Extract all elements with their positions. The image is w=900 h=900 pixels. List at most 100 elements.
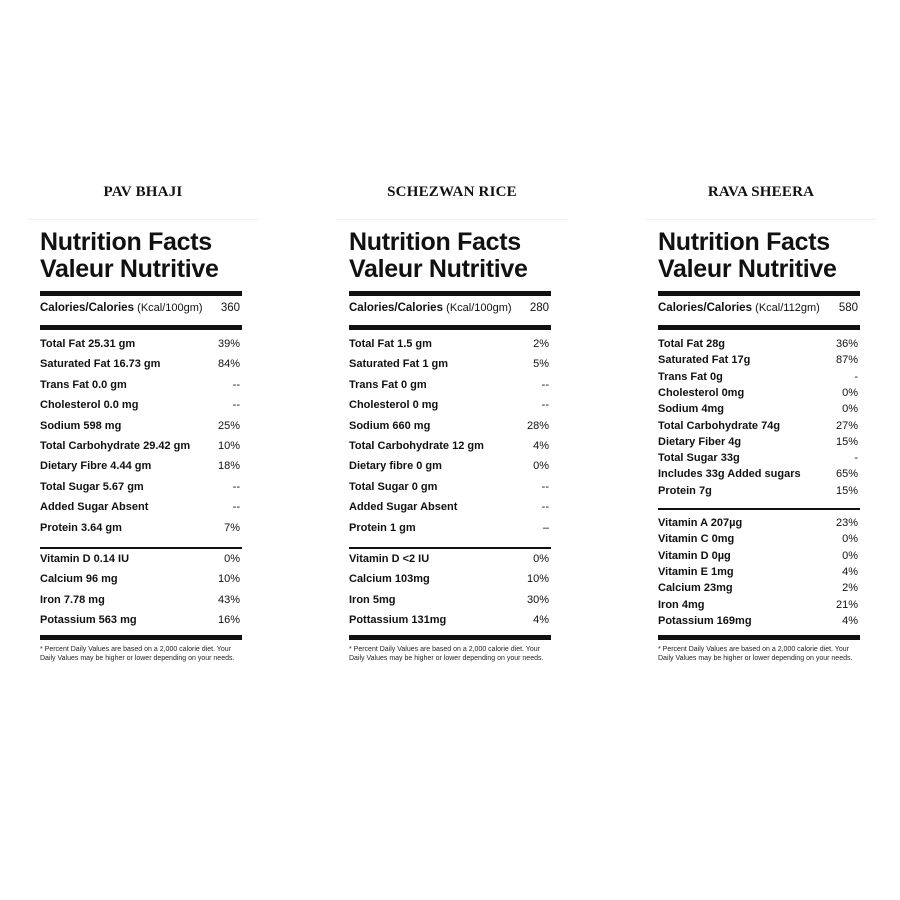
daily-value: 65% (835, 468, 858, 481)
vitamin-row: Vitamin D 0.14 IU 0% (40, 553, 242, 565)
vitamin-row: Vitamin A 207µg 23% (658, 517, 860, 529)
calories-label: Calories/Calories (40, 302, 134, 314)
calories-unit: (Kcal/112gm) (755, 302, 820, 314)
calories-row: Calories/Calories (Kcal/100gm) 280 (349, 302, 551, 314)
nutrient-name: Total Fat 1.5 gm (349, 338, 432, 350)
vitamin-name: Iron 5mg (349, 593, 396, 606)
nutrient-name: Protein 7g (658, 484, 712, 497)
divider (646, 219, 876, 220)
thin-rule (658, 508, 860, 510)
daily-value: 4% (842, 565, 858, 578)
vitamin-row: Calcium 23mg 2% (658, 582, 860, 594)
label-heading: Nutrition Facts Valeur Nutritive (658, 229, 837, 283)
daily-value: 18% (217, 460, 240, 473)
vitamin-row: Iron 4mg 21% (658, 599, 860, 611)
daily-value: 0% (842, 403, 858, 416)
daily-value: 43% (217, 593, 240, 606)
daily-value: 0% (842, 549, 858, 562)
nutrient-row: Total Fat 1.5 gm 2% (349, 338, 551, 350)
daily-value: -- (541, 399, 549, 412)
nutrient-name: Total Carbohydrate 29.42 gm (40, 440, 191, 452)
vitamin-name: Calcium 103mg (349, 573, 430, 586)
nutrient-name: Trans Fat 0.0 gm (40, 378, 127, 391)
nutrient-row: Trans Fat 0 gm -- (349, 379, 551, 391)
nutrient-name: Cholesterol 0mg (658, 386, 745, 399)
vitamin-row: Vitamin D 0µg 0% (658, 550, 860, 562)
nutrient-name: Sodium 660 mg (349, 419, 431, 432)
nutrient-row: Protein 7g 15% (658, 485, 860, 497)
nutrient-row: Saturated Fat 1 gm 5% (349, 358, 551, 370)
nutrient-row: Trans Fat 0g - (658, 371, 860, 383)
nutrient-row: Total Sugar 33g - (658, 452, 860, 464)
nutrient-name: Trans Fat 0g (658, 370, 723, 383)
nutrient-name: Total Carbohydrate 12 gm (349, 440, 484, 452)
vitamin-name: Iron 7.78 mg (40, 593, 105, 606)
vitamin-row: Pottassium 131mg 4% (349, 614, 551, 626)
daily-value: 25% (217, 419, 240, 432)
nutrition-panel: SCHEZWAN RICE Nutrition Facts Valeur Nutr… (337, 0, 567, 900)
vitamin-name: Iron 4mg (658, 598, 705, 611)
daily-value: 10% (217, 440, 240, 452)
footnote: * Percent Daily Values are based on a 2,… (349, 646, 544, 662)
nutrient-row: Protein 1 gm – (349, 522, 551, 534)
nutrient-row: Dietary Fiber 4g 15% (658, 436, 860, 448)
heading-fr: Valeur Nutritive (40, 255, 219, 283)
divider (28, 219, 258, 220)
daily-value: 30% (526, 593, 549, 606)
nutrient-name: Saturated Fat 17g (658, 354, 751, 367)
nutrient-row: Saturated Fat 17g 87% (658, 354, 860, 366)
thick-rule (658, 635, 860, 640)
daily-value: 5% (533, 358, 549, 371)
thick-rule (349, 635, 551, 640)
daily-value: 4% (533, 440, 549, 452)
daily-value: 0% (224, 553, 240, 565)
nutrient-row: Total Fat 25.31 gm 39% (40, 338, 242, 350)
daily-value: 0% (533, 460, 549, 473)
nutrient-row: Added Sugar Absent -- (349, 501, 551, 513)
daily-value: 7% (224, 521, 240, 534)
thick-rule (40, 325, 242, 330)
thick-rule (349, 325, 551, 330)
nutrition-panel: PAV BHAJI Nutrition Facts Valeur Nutritiv… (28, 0, 258, 900)
calories-label: Calories/Calories (349, 302, 443, 314)
daily-value: 16% (217, 614, 240, 627)
daily-value: 36% (835, 338, 858, 350)
label-heading: Nutrition Facts Valeur Nutritive (349, 229, 528, 283)
vitamin-name: Pottassium 131mg (349, 614, 447, 627)
heading-fr: Valeur Nutritive (349, 255, 528, 283)
daily-value: -- (232, 480, 240, 493)
vitamin-name: Vitamin A 207µg (658, 517, 743, 529)
calories-row: Calories/Calories (Kcal/100gm) 360 (40, 302, 242, 314)
nutrient-row: Sodium 4mg 0% (658, 403, 860, 415)
vitamin-row: Vitamin C 0mg 0% (658, 533, 860, 545)
nutrient-name: Includes 33g Added sugars (658, 468, 801, 481)
nutrient-name: Dietary Fibre 4.44 gm (40, 460, 152, 473)
dish-title: PAV BHAJI (103, 184, 183, 200)
vitamin-name: Vitamin D <2 IU (349, 553, 430, 565)
daily-value: – (542, 521, 549, 534)
nutrient-name: Total Carbohydrate 74g (658, 419, 781, 432)
calories-row: Calories/Calories (Kcal/112gm) 580 (658, 302, 860, 314)
daily-value: 23% (835, 517, 858, 529)
calories-label: Calories/Calories (658, 302, 752, 314)
calories-value: 580 (838, 302, 858, 314)
nutrient-row: Added Sugar Absent -- (40, 501, 242, 513)
nutrient-name: Added Sugar Absent (349, 501, 458, 514)
daily-value: -- (232, 378, 240, 391)
daily-value: 87% (835, 354, 858, 367)
nutrient-name: Total Sugar 0 gm (349, 480, 438, 493)
nutrient-row: Cholesterol 0 mg -- (349, 399, 551, 411)
nutrient-name: Cholesterol 0.0 mg (40, 399, 139, 412)
daily-value: 0% (533, 553, 549, 565)
vitamin-name: Vitamin D 0µg (658, 549, 731, 562)
daily-value: 84% (217, 358, 240, 371)
daily-value: 0% (842, 533, 858, 546)
nutrient-row: Saturated Fat 16.73 gm 84% (40, 358, 242, 370)
thick-rule (658, 291, 860, 296)
daily-value: 10% (526, 573, 549, 586)
vitamin-row: Vitamin D <2 IU 0% (349, 553, 551, 565)
daily-value: 2% (533, 338, 549, 350)
nutrient-name: Cholesterol 0 mg (349, 399, 439, 412)
vitamin-name: Potassium 169mg (658, 614, 752, 627)
nutrient-name: Sodium 598 mg (40, 419, 122, 432)
